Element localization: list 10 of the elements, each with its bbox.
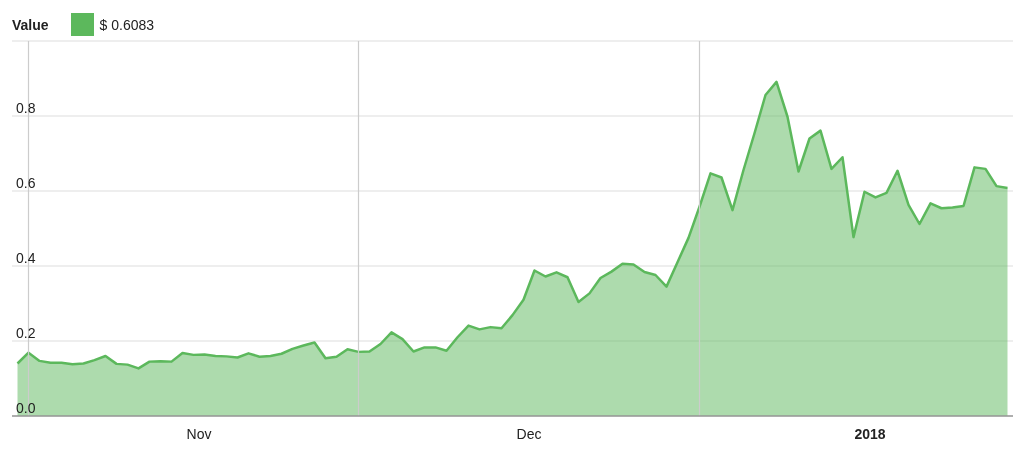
legend-label: $ 0.6083 — [99, 16, 155, 33]
x-tick-label: Dec — [516, 426, 542, 442]
x-tick-label: 2018 — [854, 426, 886, 442]
y-tick-label: 0.8 — [16, 100, 36, 116]
y-tick-label: 0.2 — [16, 325, 36, 341]
x-tick-label: Nov — [186, 426, 212, 442]
y-tick-label: 0.4 — [16, 250, 36, 266]
legend-title: Value — [12, 16, 49, 33]
y-tick-label: 0.6 — [16, 175, 36, 191]
y-tick-label: 0.0 — [16, 400, 36, 416]
